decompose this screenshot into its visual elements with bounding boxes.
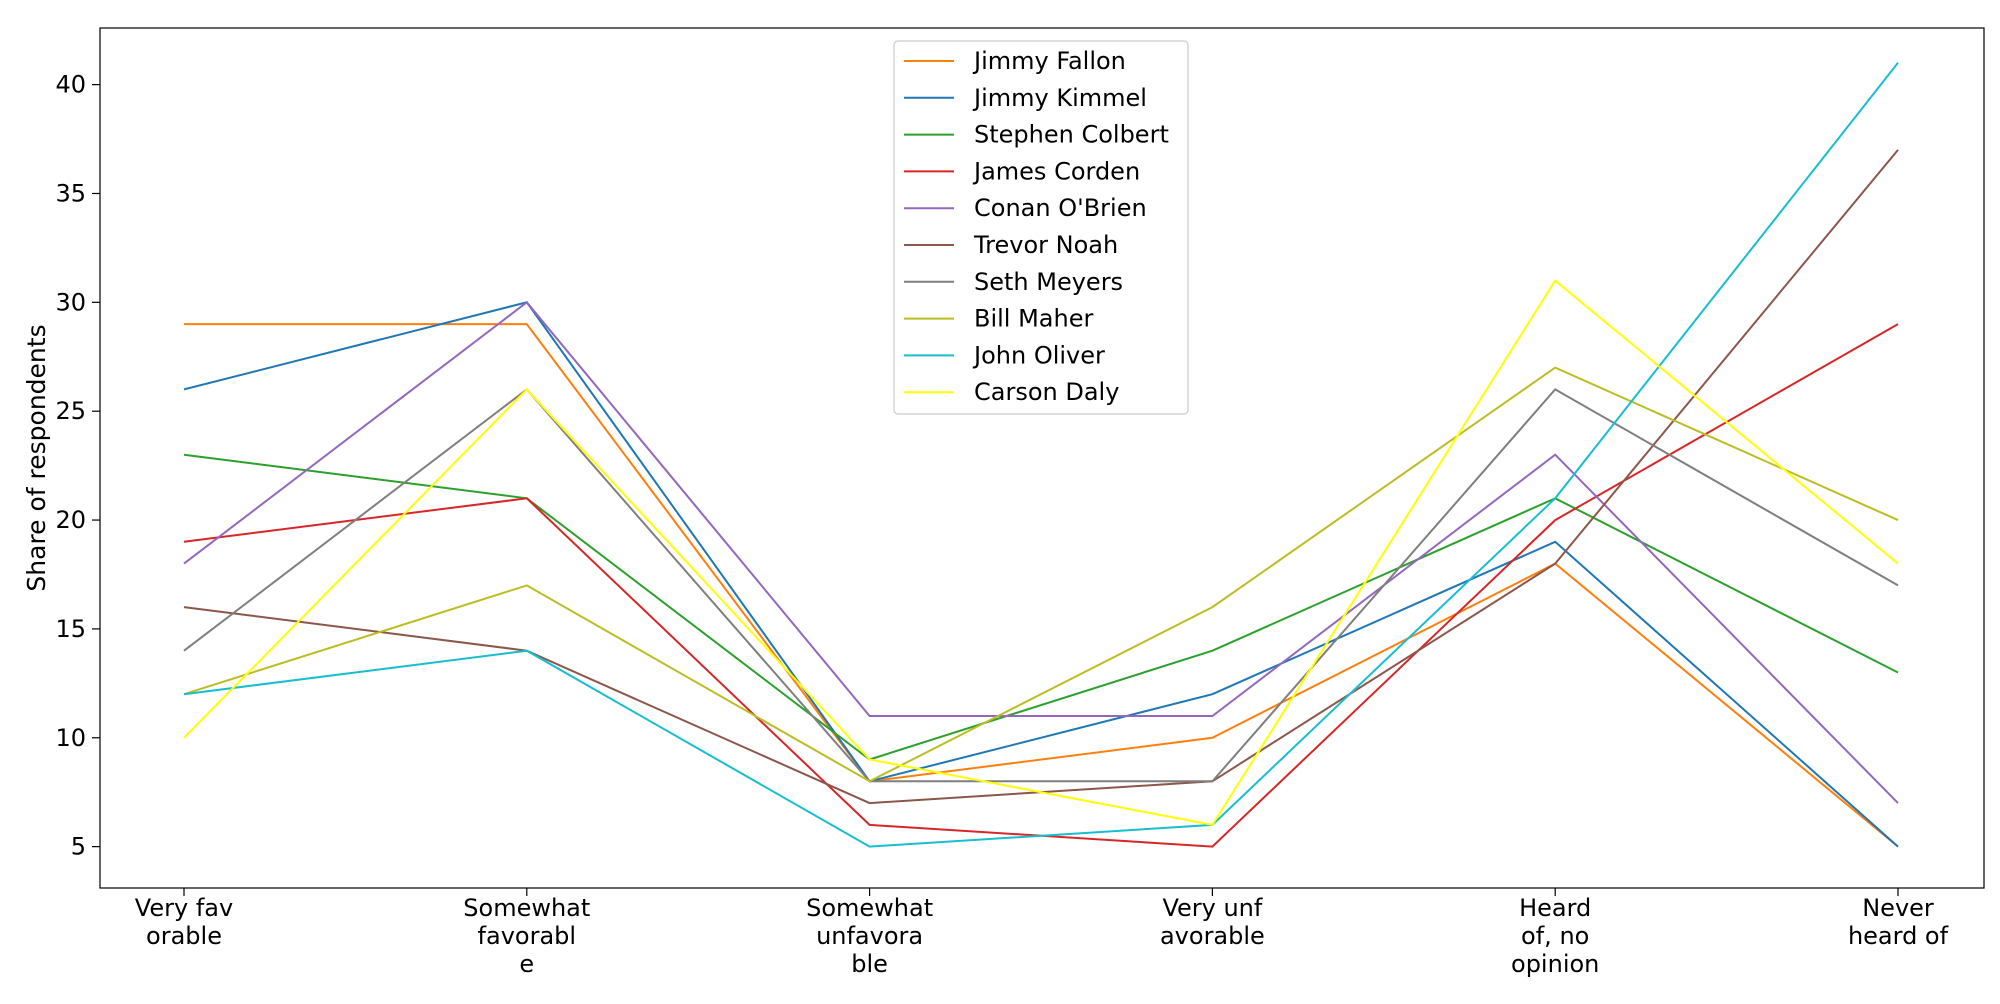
- y-tick-label: 30: [55, 288, 86, 316]
- x-tick-label: Very fav orable: [135, 894, 233, 950]
- series-line-carson-daly: [183, 279, 1899, 827]
- x-tick-label: Somewhat unfavora ble: [806, 894, 933, 978]
- legend-label: Carson Daly: [974, 378, 1119, 406]
- y-tick-label: 35: [55, 179, 86, 207]
- legend-label: Bill Maher: [974, 305, 1093, 333]
- x-tick-label: Heard of, no opinion: [1511, 894, 1599, 978]
- y-axis: 5 10 15 20 25 30 35 40: [55, 71, 100, 861]
- series-line-conan-o-brien: [183, 300, 1899, 804]
- y-tick-label: 20: [55, 506, 86, 534]
- legend-label: James Corden: [972, 157, 1140, 185]
- y-tick-label: 40: [55, 71, 86, 99]
- x-tick-label: Never heard of: [1848, 894, 1949, 950]
- series-line-jimmy-kimmel: [183, 301, 1899, 848]
- legend-label: Jimmy Kimmel: [972, 84, 1147, 112]
- legend-label: Trevor Noah: [973, 231, 1118, 259]
- series-line-seth-meyers: [183, 388, 1899, 783]
- y-axis-label: Share of respondents: [22, 324, 51, 591]
- series-line-stephen-colbert: [183, 453, 1899, 761]
- y-tick-label: 10: [55, 724, 86, 752]
- series-line-bill-maher: [183, 366, 1899, 783]
- plot-frame: [99, 27, 1985, 889]
- y-tick-label: 25: [55, 397, 86, 425]
- x-tick-label: Somewhat favorabl e: [463, 894, 590, 978]
- legend-label: Stephen Colbert: [974, 121, 1169, 149]
- series-line-jimmy-fallon: [184, 323, 1899, 848]
- x-axis: Very fav orable Somewhat favorabl e Somewhat u…: [135, 888, 1949, 978]
- x-tick-label: Very unf avorable: [1160, 894, 1265, 950]
- legend-label: Jimmy Fallon: [972, 47, 1126, 75]
- y-tick-label: 5: [71, 833, 86, 861]
- legend-label: Conan O'Brien: [974, 194, 1147, 222]
- series-line-john-oliver: [183, 62, 1899, 848]
- legend-label: Seth Meyers: [974, 268, 1123, 296]
- series-layer: [183, 62, 1899, 848]
- legend-box: [893, 40, 1189, 415]
- y-tick-label: 15: [55, 615, 86, 643]
- legend-label: John Oliver: [972, 341, 1105, 369]
- legend: Jimmy Fallon Jimmy Kimmel Stephen Colbert J…: [893, 40, 1189, 415]
